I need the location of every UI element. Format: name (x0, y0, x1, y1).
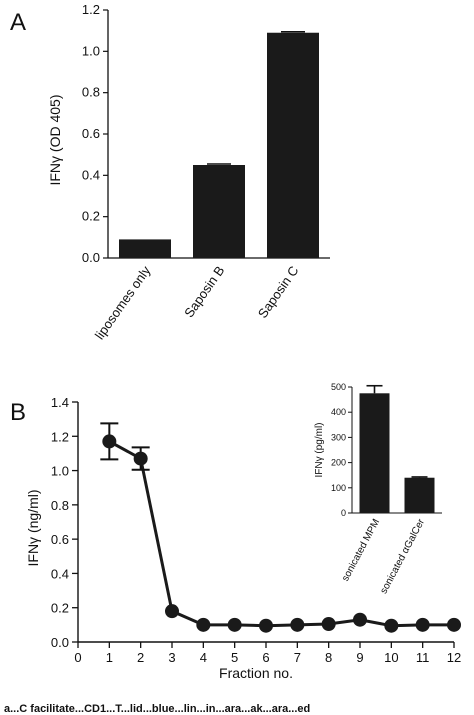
panel-letter-a: A (10, 9, 26, 36)
data-point-b (133, 451, 148, 466)
x-tick-label-a: Saposin B (181, 263, 227, 320)
y-tick-label-a: 1.2 (82, 2, 100, 17)
x-tick-label-b: 3 (168, 650, 175, 665)
x-tick-label-b: 1 (106, 650, 113, 665)
y-tick-label-a: 0.2 (82, 209, 100, 224)
y-tick-label-a: 1.0 (82, 43, 100, 58)
x-tick-label-b: 9 (356, 650, 363, 665)
x-tick-label-b: 8 (325, 650, 332, 665)
data-point-b (259, 618, 273, 633)
y-tick-label-b: 0.8 (51, 498, 69, 513)
x-tick-label-b: 10 (384, 650, 398, 665)
bar-inset-1 (359, 393, 390, 513)
y-tick-label-inset: 100 (331, 483, 346, 493)
y-tick-label-b: 1.4 (51, 395, 69, 410)
x-tick-label-a: liposomes only (92, 263, 154, 342)
y-tick-label-a: 0.8 (82, 85, 100, 100)
x-tick-label-b: 11 (416, 650, 430, 665)
data-point-b (102, 434, 117, 449)
x-tick-label-b: 6 (262, 650, 269, 665)
y-axis-label-inset: IFNγ (pg/ml) (314, 423, 325, 478)
x-tick-label-a: Saposin C (255, 263, 302, 321)
data-point-b (290, 617, 305, 632)
y-axis-label-b: IFNγ (ng/ml) (25, 490, 41, 567)
y-axis-label-a: IFNγ (OD 405) (47, 94, 63, 185)
x-tick-label-b: 4 (200, 650, 207, 665)
x-tick-label-b: 2 (137, 650, 144, 665)
y-tick-label-a: 0.0 (82, 250, 100, 265)
data-point-b (227, 617, 242, 632)
y-tick-label-b: 1.2 (51, 429, 69, 444)
y-tick-label-inset: 200 (331, 458, 346, 468)
x-tick-label-inset: sonicated αGalCer (378, 517, 427, 596)
x-tick-label-b: 5 (231, 650, 238, 665)
caption-fragment: a...C facilitate...CD1...T...lid...blue.… (4, 703, 310, 715)
y-tick-label-b: 0.4 (51, 566, 69, 581)
x-axis-label-b: Fraction no. (219, 665, 293, 681)
y-tick-label-a: 0.4 (82, 167, 100, 182)
y-tick-label-inset: 300 (331, 432, 346, 442)
bar-a-1 (119, 239, 171, 258)
y-tick-label-b: 0.2 (51, 601, 69, 616)
chart-a: 0.0 0.2 0.4 0.6 0.8 1.0 1.2 liposomes only Sapos… (47, 2, 330, 342)
y-tick-label-b: 1.0 (51, 464, 69, 479)
y-tick-label-inset: 400 (331, 407, 346, 417)
bar-a-2 (193, 165, 245, 258)
panel-letter-b: B (10, 399, 26, 426)
series-line-b (108, 440, 454, 628)
y-tick-label-inset: 0 (341, 508, 346, 518)
y-tick-label-inset: 500 (331, 382, 346, 392)
data-point-b (321, 617, 336, 631)
bar-a-3 (267, 32, 319, 258)
y-tick-label-b: 0.6 (51, 532, 69, 547)
x-tick-label-inset: sonicated MPM (340, 517, 382, 583)
x-tick-label-b: 12 (447, 650, 461, 665)
data-point-b (415, 617, 430, 632)
data-point-b (384, 618, 399, 633)
x-tick-label-b: 0 (74, 650, 81, 665)
chart-b: 0.00.20.40.60.81.01.21.40 1 2 3 4 5 6 7 8 9 10 11 12… (25, 395, 461, 681)
x-tick-label-b: 7 (294, 650, 301, 665)
data-point-b (353, 612, 367, 627)
data-point-b (447, 617, 461, 632)
data-point-b (165, 604, 179, 619)
data-point-b (196, 617, 211, 632)
y-tick-label-a: 0.6 (82, 126, 100, 141)
bar-inset-2 (404, 477, 435, 513)
y-tick-label-b: 0.0 (51, 635, 69, 650)
